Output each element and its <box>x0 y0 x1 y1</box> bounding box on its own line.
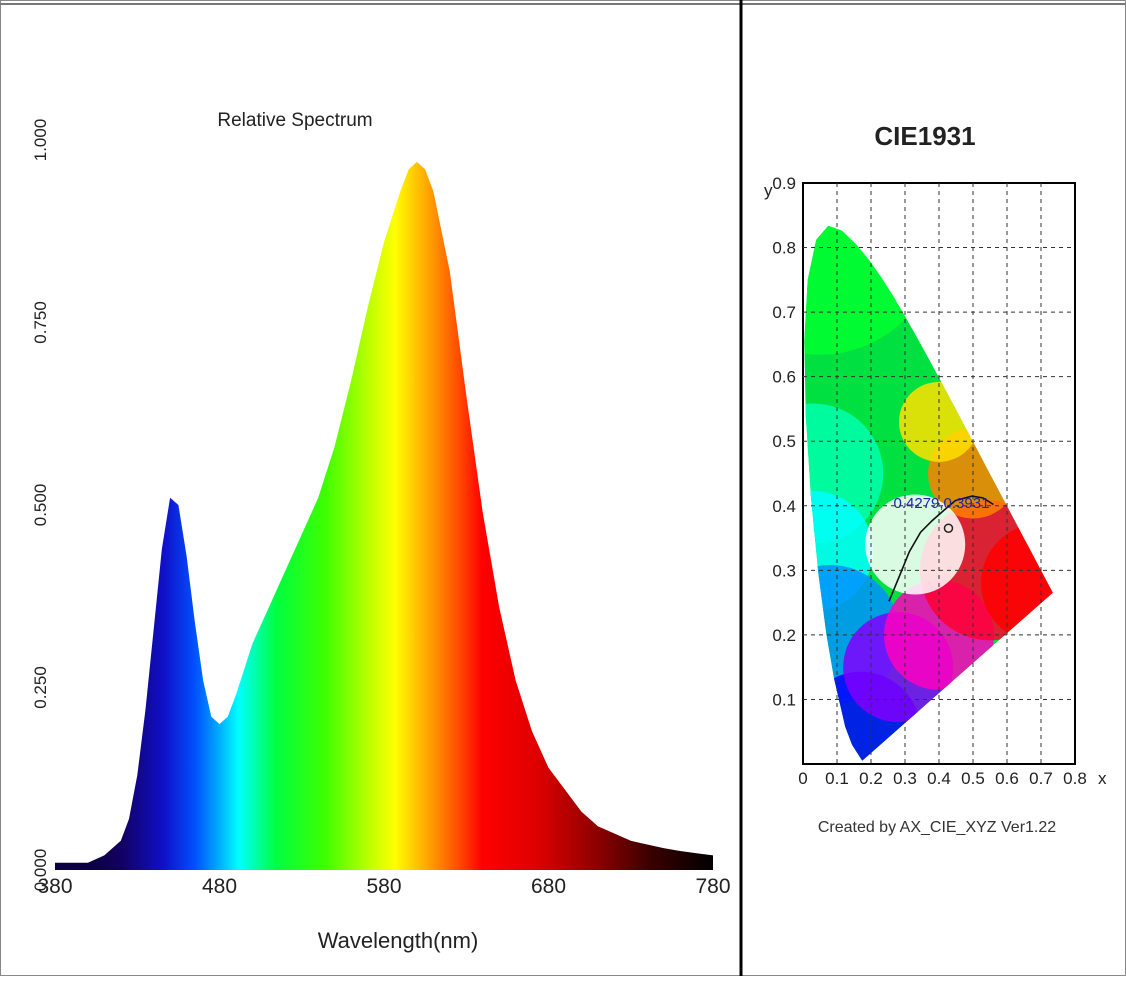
cie-x-tick-label: 0.2 <box>859 769 883 788</box>
cie-y-tick-label: 0.7 <box>772 303 796 322</box>
spectrum-y-tick-label: 0.750 <box>31 301 50 344</box>
spectrum-x-tick-label: 580 <box>366 875 401 898</box>
planckian-locus <box>888 495 994 602</box>
cie-y-tick-label: 0.6 <box>772 368 796 387</box>
spectrum-y-tick-label: 1.000 <box>31 119 50 162</box>
spectrum-x-tick-label: 480 <box>202 875 237 898</box>
cie-title: CIE1931 <box>874 121 975 151</box>
spectrum-x-tick-label: 780 <box>695 875 730 898</box>
spectrum-chart: Relative Spectrum Wavelength(nm) 380 480 5… <box>31 110 731 953</box>
spectrum-x-tick-label: 680 <box>531 875 566 898</box>
cie-x-tick-label: 0.1 <box>825 769 849 788</box>
cie-x-ticks: 0 0.1 0.2 0.3 0.4 0.5 0.6 0.7 0.8 <box>798 769 1087 788</box>
cie-x-tick-label: 0.7 <box>1029 769 1053 788</box>
cie-y-axis-label: y <box>764 181 773 200</box>
spectrum-y-tick-label: 0.250 <box>31 666 50 709</box>
cie-x-axis-label: x <box>1098 769 1107 788</box>
spectrum-y-ticks: 0.000 0.250 0.500 0.750 1.000 <box>31 119 50 892</box>
cie-y-tick-label: 0.3 <box>772 561 796 580</box>
cie-x-tick-label: 0.5 <box>961 769 985 788</box>
cie-footer: Created by AX_CIE_XYZ Ver1.22 <box>818 819 1056 836</box>
chromaticity-point <box>943 523 954 533</box>
cie-x-tick-label: 0.4 <box>927 769 951 788</box>
chromaticity-label: 0.4279,0.3931 <box>893 495 989 512</box>
spectrum-area <box>55 161 713 870</box>
spectrum-y-tick-label: 0.000 <box>31 849 50 892</box>
cie-y-tick-label: 0.8 <box>772 239 796 258</box>
spectrum-x-tick-label: 380 <box>37 875 72 898</box>
cie-y-tick-label: 0.2 <box>772 626 796 645</box>
spectrum-x-axis-label: Wavelength(nm) <box>318 928 479 953</box>
cie-x-tick-label: 0.3 <box>893 769 917 788</box>
cie-y-ticks: 0.1 0.2 0.3 0.4 0.5 0.6 0.7 0.8 0.9 <box>772 174 796 709</box>
cie-x-tick-label: 0.8 <box>1063 769 1087 788</box>
cie-y-tick-label: 0.4 <box>772 497 796 516</box>
cie-grid <box>803 183 1075 764</box>
spectrum-x-ticks: 380 480 580 680 780 <box>37 875 730 898</box>
cie-y-tick-label: 0.9 <box>772 174 796 193</box>
cie-chart: CIE1931 0.4279,0.3931 y x 0 0.1 0.2 0.3 0.4 0… <box>764 121 1107 836</box>
spectrum-y-tick-label: 0.500 <box>31 484 50 527</box>
cie-x-tick-label: 0.6 <box>995 769 1019 788</box>
cie-y-tick-label: 0.5 <box>772 432 796 451</box>
cie-x-tick-label: 0 <box>798 769 807 788</box>
spectrum-title: Relative Spectrum <box>217 110 372 131</box>
gamut-color-blob <box>865 494 966 595</box>
cie-y-tick-label: 0.1 <box>772 690 796 709</box>
